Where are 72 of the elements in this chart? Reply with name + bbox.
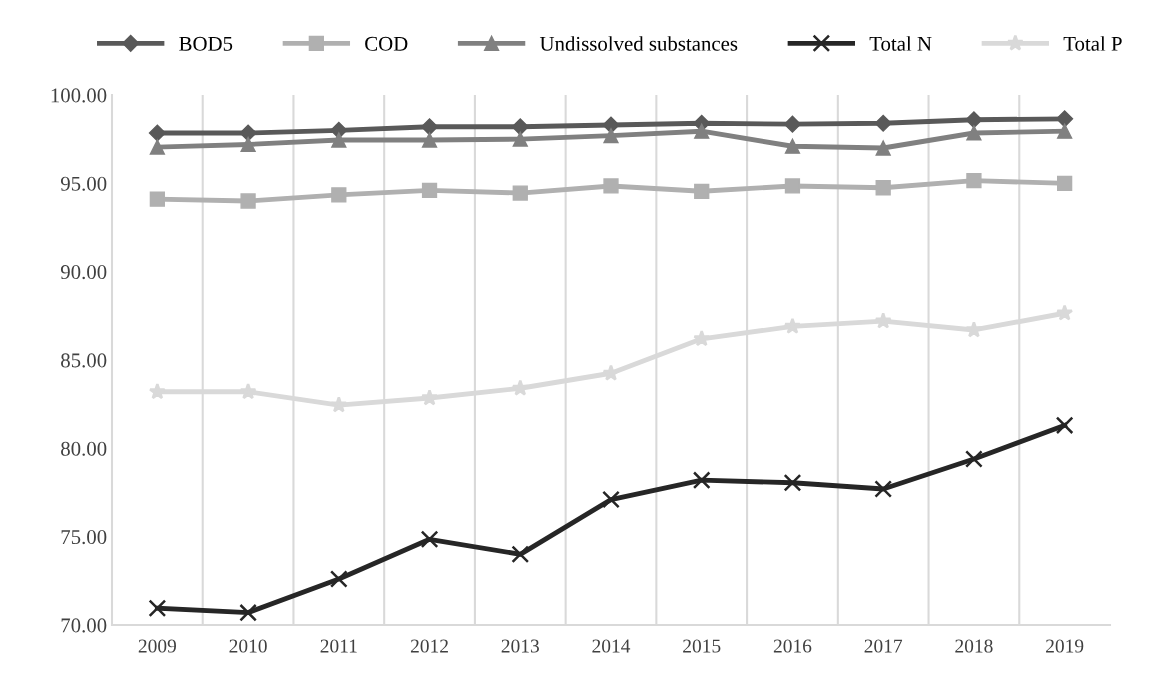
x-tick-label: 2017	[864, 639, 903, 653]
point	[331, 187, 347, 203]
point	[511, 379, 529, 396]
point	[420, 530, 439, 549]
point	[783, 317, 801, 334]
x-tick-label: 2015	[683, 639, 721, 653]
point	[783, 473, 802, 492]
point	[148, 382, 166, 400]
x-tick-label: 2019	[1046, 639, 1084, 653]
point	[874, 114, 892, 132]
point	[421, 132, 438, 148]
legend-label: COD	[365, 36, 408, 51]
y-tick-label: 100.00	[51, 88, 107, 103]
point	[511, 118, 529, 136]
point	[966, 125, 982, 141]
y-tick-label: 80.00	[61, 441, 107, 456]
y-tick-label: 75.00	[61, 530, 107, 545]
y-tick-label: 95.00	[60, 176, 107, 191]
point	[239, 382, 257, 400]
x-tick-label: 2010	[229, 639, 267, 653]
x-tick-label: 2016	[773, 639, 812, 653]
point	[965, 450, 983, 468]
point	[783, 115, 802, 133]
point	[512, 185, 528, 201]
point	[784, 138, 801, 154]
point	[693, 329, 711, 347]
legend-label: Undissolved substances	[539, 36, 738, 51]
point	[149, 139, 166, 155]
legend-label: Total P	[1063, 36, 1122, 51]
point	[331, 132, 347, 148]
x-tick-label: 2009	[138, 639, 177, 653]
y-tick-label: 85.00	[61, 353, 107, 368]
point	[694, 183, 710, 199]
legend-label: BOD5	[179, 36, 233, 51]
point	[603, 178, 619, 194]
point	[1056, 304, 1074, 321]
point	[1056, 110, 1074, 128]
point	[330, 396, 348, 413]
point	[239, 603, 257, 622]
point	[149, 191, 166, 207]
point	[420, 118, 439, 136]
point	[421, 389, 439, 406]
x-tick-label: 2013	[501, 639, 539, 653]
y-tick-label: 90.00	[60, 265, 107, 280]
point	[240, 136, 256, 153]
point	[874, 312, 892, 329]
point	[511, 545, 530, 564]
point	[148, 599, 167, 618]
y-tick-label: 70.00	[61, 618, 107, 633]
point	[240, 193, 256, 209]
point	[875, 180, 891, 196]
point	[965, 111, 983, 129]
point	[148, 124, 166, 142]
x-tick-label: 2018	[955, 639, 993, 653]
point	[692, 471, 711, 490]
point	[603, 127, 619, 144]
point	[875, 140, 891, 156]
point	[329, 570, 348, 588]
point	[874, 480, 893, 498]
x-tick-label: 2012	[410, 639, 448, 653]
x-tick-label: 2011	[320, 639, 357, 653]
legend-label: Total N	[869, 36, 932, 51]
point	[694, 123, 710, 139]
point	[966, 173, 982, 189]
point	[1055, 416, 1074, 435]
point	[421, 182, 438, 199]
x-tick-label: 2014	[592, 639, 631, 653]
point	[784, 178, 801, 194]
point	[512, 131, 528, 147]
point	[602, 490, 620, 509]
point	[1056, 123, 1073, 139]
point	[1056, 175, 1073, 191]
